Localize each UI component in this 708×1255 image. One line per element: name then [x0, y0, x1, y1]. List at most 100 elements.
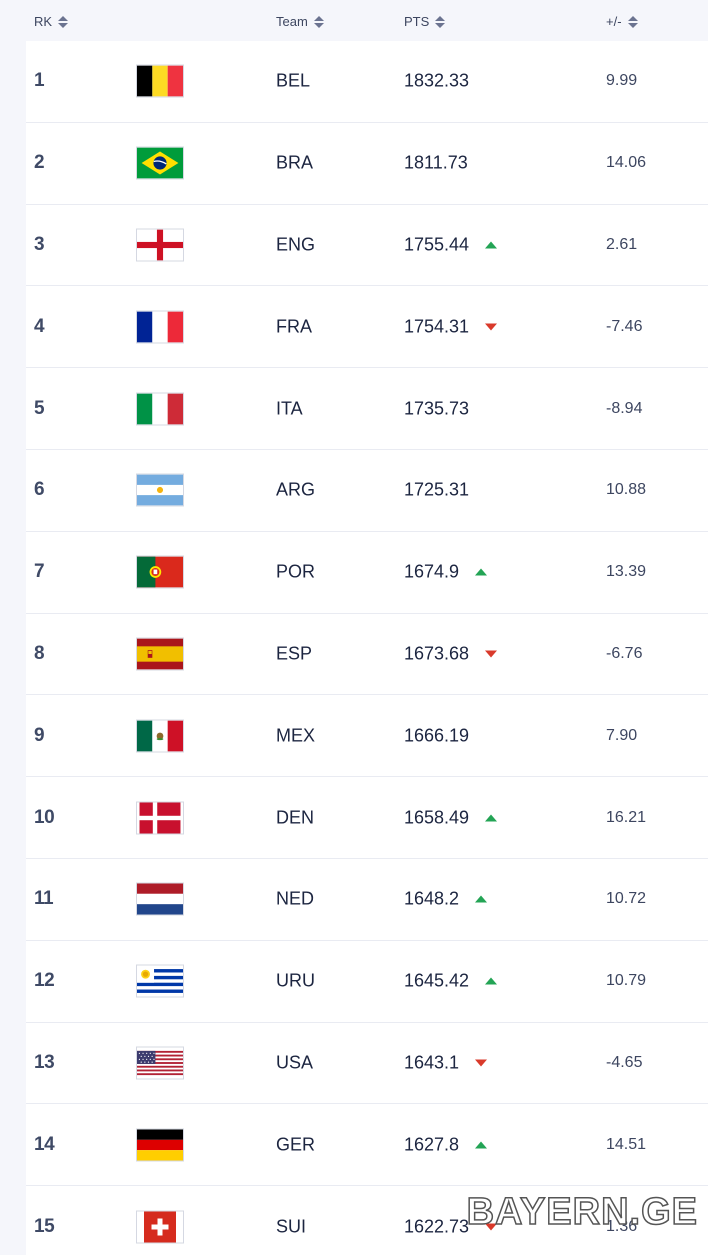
- team-cell[interactable]: USA: [276, 1052, 314, 1073]
- trend-down-icon: [485, 323, 498, 331]
- pts-cell: 1674.9: [404, 561, 488, 583]
- pts-value: 1735.73: [404, 398, 470, 419]
- rank-cell: 8: [34, 642, 45, 664]
- table-row[interactable]: 12 URU 1645.42 10.79: [26, 940, 708, 1023]
- mexico-flag-icon: [137, 720, 183, 752]
- pts-value: 1648.2: [404, 888, 460, 909]
- germany-flag-icon: [137, 1129, 183, 1161]
- team-cell[interactable]: POR: [276, 561, 316, 582]
- diff-cell: -4.65: [606, 1053, 643, 1071]
- pts-cell: 1643.1: [404, 1052, 488, 1073]
- pts-cell: 1666.19: [404, 725, 469, 746]
- rank-cell: 6: [34, 479, 45, 501]
- rank-cell: 5: [34, 397, 45, 419]
- team-cell[interactable]: ARG: [276, 479, 316, 500]
- pts-cell: 1832.33: [404, 71, 469, 92]
- pts-value: 1754.31: [404, 316, 470, 337]
- table-row[interactable]: 1 BEL 1832.33 9.99: [26, 41, 708, 123]
- diff-cell: 9.99: [606, 72, 638, 90]
- pts-value: 1645.42: [404, 970, 470, 991]
- sort-pts-header[interactable]: PTS: [404, 14, 446, 29]
- table-row[interactable]: 2 BRA 1811.73 14.06: [26, 122, 708, 205]
- pts-cell: 1645.42: [404, 970, 498, 992]
- trend-up-icon: [475, 1141, 488, 1149]
- france-flag-icon: [137, 311, 183, 343]
- trend-down-icon: [485, 1223, 498, 1231]
- trend-down-icon: [485, 650, 498, 658]
- team-cell[interactable]: ESP: [276, 643, 313, 664]
- table-row[interactable]: 5 ITA 1735.73 -8.94: [26, 368, 708, 450]
- rank-cell: 3: [34, 233, 45, 255]
- diff-cell: 10.72: [606, 890, 647, 908]
- belgium-flag-icon: [137, 66, 183, 97]
- netherlands-flag-icon: [137, 883, 183, 915]
- team-cell[interactable]: BEL: [276, 70, 311, 91]
- sort-team-header[interactable]: Team: [276, 14, 324, 29]
- team-cell[interactable]: BRA: [276, 152, 314, 173]
- pts-value: 1811.73: [404, 152, 468, 173]
- rank-cell: 4: [34, 315, 45, 337]
- switzerland-flag-icon: [137, 1211, 183, 1243]
- rank-cell: 13: [34, 1051, 55, 1073]
- pts-cell: 1658.49: [404, 807, 498, 828]
- pts-value: 1832.33: [404, 70, 470, 91]
- spain-flag-icon: [137, 638, 183, 670]
- trend-up-icon: [475, 568, 488, 576]
- rank-cell: 7: [34, 561, 45, 583]
- diff-cell: 16.21: [606, 808, 647, 826]
- rank-cell: 9: [34, 724, 45, 746]
- pts-value: 1627.8: [404, 1134, 460, 1155]
- table-body: 1 BEL 1832.33 9.99 2 BRA 1811.73 14.06 3…: [26, 41, 708, 1255]
- pts-cell: 1725.31: [404, 480, 469, 501]
- table-row[interactable]: 8 ESP 1673.68 -6.76: [26, 613, 708, 696]
- table-row[interactable]: 13 USA 1643.1 -4.65: [26, 1022, 708, 1105]
- table-row[interactable]: 10 DEN 1658.49 16.21: [26, 777, 708, 859]
- team-cell[interactable]: ITA: [276, 398, 303, 419]
- table-row[interactable]: 3 ENG 1755.44 2.61: [26, 204, 708, 287]
- rank-cell: 15: [34, 1215, 55, 1237]
- table-row[interactable]: 6 ARG 1725.31 10.88: [26, 449, 708, 532]
- rank-cell: 12: [34, 970, 55, 992]
- diff-cell: 1.36: [606, 1217, 638, 1235]
- rank-cell: 2: [34, 152, 45, 174]
- table-row[interactable]: 9 MEX 1666.19 7.90: [26, 695, 708, 778]
- pts-value: 1643.1: [404, 1052, 460, 1073]
- sort-icon: [435, 15, 446, 28]
- table-row[interactable]: 4 FRA 1754.31 -7.46: [26, 286, 708, 369]
- portugal-flag-icon: [137, 556, 183, 588]
- team-cell[interactable]: SUI: [276, 1216, 307, 1237]
- team-cell[interactable]: NED: [276, 888, 315, 909]
- pts-cell: 1627.8: [404, 1134, 488, 1155]
- rank-cell: 11: [34, 888, 54, 910]
- team-cell[interactable]: FRA: [276, 316, 312, 337]
- sort-icon: [313, 15, 324, 28]
- usa-flag-icon: [137, 1047, 183, 1078]
- diff-header-label: +/-: [606, 14, 622, 29]
- rank-cell: 14: [34, 1133, 55, 1155]
- team-cell[interactable]: URU: [276, 970, 315, 991]
- team-cell[interactable]: DEN: [276, 807, 315, 828]
- team-cell[interactable]: ENG: [276, 234, 316, 255]
- pts-cell: 1673.68: [404, 643, 498, 664]
- table-row[interactable]: 11 NED 1648.2 10.72: [26, 858, 708, 941]
- diff-cell: 14.06: [606, 154, 647, 172]
- team-cell[interactable]: GER: [276, 1134, 316, 1155]
- italy-flag-icon: [137, 393, 183, 424]
- team-header-label: Team: [276, 14, 308, 29]
- sort-diff-header[interactable]: +/-: [606, 14, 638, 29]
- pts-cell: 1622.73: [404, 1216, 498, 1237]
- table-row[interactable]: 15 SUI 1622.73 1.36: [26, 1186, 708, 1255]
- diff-cell: 10.88: [606, 481, 647, 499]
- trend-up-icon: [485, 814, 498, 822]
- sort-icon: [627, 15, 638, 28]
- sort-rank-header[interactable]: RK: [34, 14, 69, 29]
- pts-value: 1673.68: [404, 643, 470, 664]
- sort-icon: [58, 15, 69, 28]
- pts-value: 1674.9: [404, 561, 460, 582]
- table-row[interactable]: 7 POR 1674.9 13.39: [26, 531, 708, 614]
- table-row[interactable]: 14 GER 1627.8 14.51: [26, 1104, 708, 1187]
- trend-up-icon: [485, 241, 498, 249]
- uruguay-flag-icon: [137, 965, 183, 997]
- team-cell[interactable]: MEX: [276, 725, 316, 746]
- argentina-flag-icon: [137, 475, 183, 506]
